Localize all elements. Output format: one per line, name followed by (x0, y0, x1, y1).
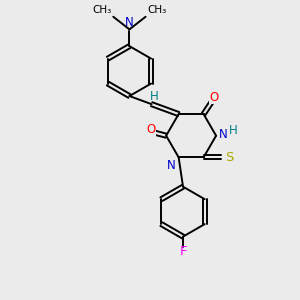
Text: H: H (228, 124, 237, 137)
Text: CH₃: CH₃ (148, 5, 167, 15)
Text: N: N (125, 16, 134, 29)
Text: H: H (150, 90, 159, 103)
Text: N: N (218, 128, 227, 141)
Text: O: O (146, 123, 155, 136)
Text: CH₃: CH₃ (92, 5, 111, 15)
Text: F: F (179, 245, 187, 258)
Text: O: O (209, 91, 218, 104)
Text: S: S (225, 151, 233, 164)
Text: N: N (167, 159, 176, 172)
